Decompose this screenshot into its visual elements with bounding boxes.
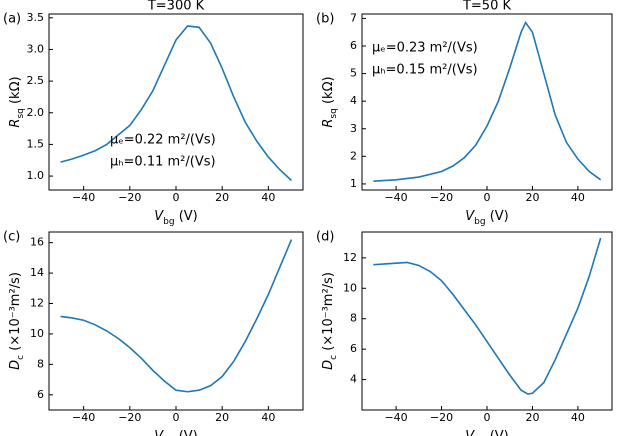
y-tick-label: 1 [350, 177, 357, 190]
x-axis-label-unit: (V) [175, 209, 198, 224]
y-axis-label-unit: (×10⁻³m²/s) [321, 272, 336, 355]
y-axis-label-symbol: R [321, 119, 336, 128]
x-axis-label-symbol: V [154, 209, 164, 224]
x-axis-label-sub: bg [163, 217, 174, 227]
y-axis-label-sub: c [329, 355, 339, 360]
x-tick-label: 40 [261, 411, 275, 424]
y-tick-label: 6 [37, 388, 44, 401]
y-tick-label: 7 [350, 11, 357, 24]
annotation: μₑ=0.22 m²/(Vs) [110, 133, 216, 148]
data-line [373, 20, 602, 182]
panel-label: (c) [3, 230, 20, 245]
x-tick-label: 0 [484, 191, 491, 204]
y-axis-label: Rsq (kΩ) [8, 76, 26, 127]
x-tick-label: 0 [484, 411, 491, 424]
y-tick-label: 6 [350, 342, 357, 355]
x-tick-label: −20 [118, 411, 141, 424]
y-tick-label: 6 [350, 39, 357, 52]
x-tick-label: 40 [261, 191, 275, 204]
y-axis-label-sub: sq [329, 108, 339, 118]
y-tick-label: 4 [350, 373, 357, 386]
y-tick-label: 10 [30, 327, 44, 340]
x-axis-label: Vbg (V) [465, 429, 509, 436]
panel-title: T=50 K [462, 0, 512, 14]
data-line [373, 237, 602, 395]
y-tick-label: 14 [30, 266, 44, 279]
x-tick-label: 40 [571, 191, 585, 204]
y-axis-label-unit: (kΩ) [321, 76, 336, 108]
x-axis-label: Vbg (V) [465, 209, 509, 227]
x-axis-label: Vbg (V) [154, 209, 198, 227]
y-tick-label: 3.5 [27, 11, 45, 24]
x-tick-label: 0 [173, 191, 180, 204]
y-axis-label: Dc (×10⁻³m²/s) [321, 272, 339, 370]
annotation: μₕ=0.11 m²/(Vs) [110, 155, 216, 170]
y-axis-label-unit: (kΩ) [8, 76, 23, 108]
x-tick-label: −20 [118, 191, 141, 204]
x-axis-label-symbol: V [465, 429, 475, 436]
x-tick-label: 20 [215, 191, 229, 204]
x-tick-label: −40 [384, 411, 407, 424]
y-axis-label-sub: c [16, 355, 26, 360]
y-tick-label: 12 [30, 297, 44, 310]
panel-label: (d) [316, 230, 334, 245]
x-tick-label: 20 [525, 191, 539, 204]
y-tick-label: 1.5 [27, 137, 45, 150]
y-tick-label: 2.0 [27, 106, 45, 119]
y-tick-label: 8 [37, 357, 44, 370]
x-axis-label: Vbg (V) [154, 429, 198, 436]
panel-label: (b) [316, 12, 334, 27]
x-tick-label: −40 [384, 191, 407, 204]
x-axis-label-symbol: V [465, 209, 475, 224]
x-tick-label: 0 [173, 411, 180, 424]
y-axis-label-sub: sq [16, 108, 26, 118]
panel-label: (a) [3, 12, 21, 27]
y-tick-label: 4 [350, 94, 357, 107]
y-axis-label-symbol: R [8, 119, 23, 128]
axes-frame [361, 231, 613, 411]
data-line [60, 239, 293, 393]
y-tick-label: 2 [350, 149, 357, 162]
annotation: μₑ=0.23 m²/(Vs) [372, 41, 478, 56]
x-tick-label: 20 [215, 411, 229, 424]
y-axis-label-unit: (×10⁻³m²/s) [8, 272, 23, 355]
y-tick-label: 5 [350, 67, 357, 80]
y-tick-label: 2.5 [27, 74, 45, 87]
x-axis-label-unit: (V) [175, 429, 198, 436]
data-line [60, 25, 293, 182]
x-axis-label-unit: (V) [486, 429, 509, 436]
x-tick-label: −20 [430, 191, 453, 204]
x-tick-label: 20 [525, 411, 539, 424]
y-axis-label-symbol: D [8, 360, 23, 370]
y-axis-label: Rsq (kΩ) [321, 76, 339, 127]
x-tick-label: −40 [72, 191, 95, 204]
x-axis-label-unit: (V) [486, 209, 509, 224]
y-axis-label-symbol: D [321, 360, 336, 370]
x-axis-label-symbol: V [154, 429, 164, 436]
y-tick-label: 16 [30, 236, 44, 249]
y-tick-label: 12 [343, 251, 357, 264]
x-tick-label: −20 [430, 411, 453, 424]
annotation: μₕ=0.15 m²/(Vs) [372, 63, 478, 78]
y-tick-label: 1.0 [27, 169, 45, 182]
y-tick-label: 3 [350, 122, 357, 135]
y-tick-label: 8 [350, 312, 357, 325]
x-tick-label: 40 [571, 411, 585, 424]
panel-title: T=300 K [147, 0, 205, 14]
y-tick-label: 3.0 [27, 42, 45, 55]
x-axis-label-sub: bg [474, 217, 485, 227]
y-tick-label: 10 [343, 281, 357, 294]
y-axis-label: Dc (×10⁻³m²/s) [8, 272, 26, 370]
x-tick-label: −40 [72, 411, 95, 424]
